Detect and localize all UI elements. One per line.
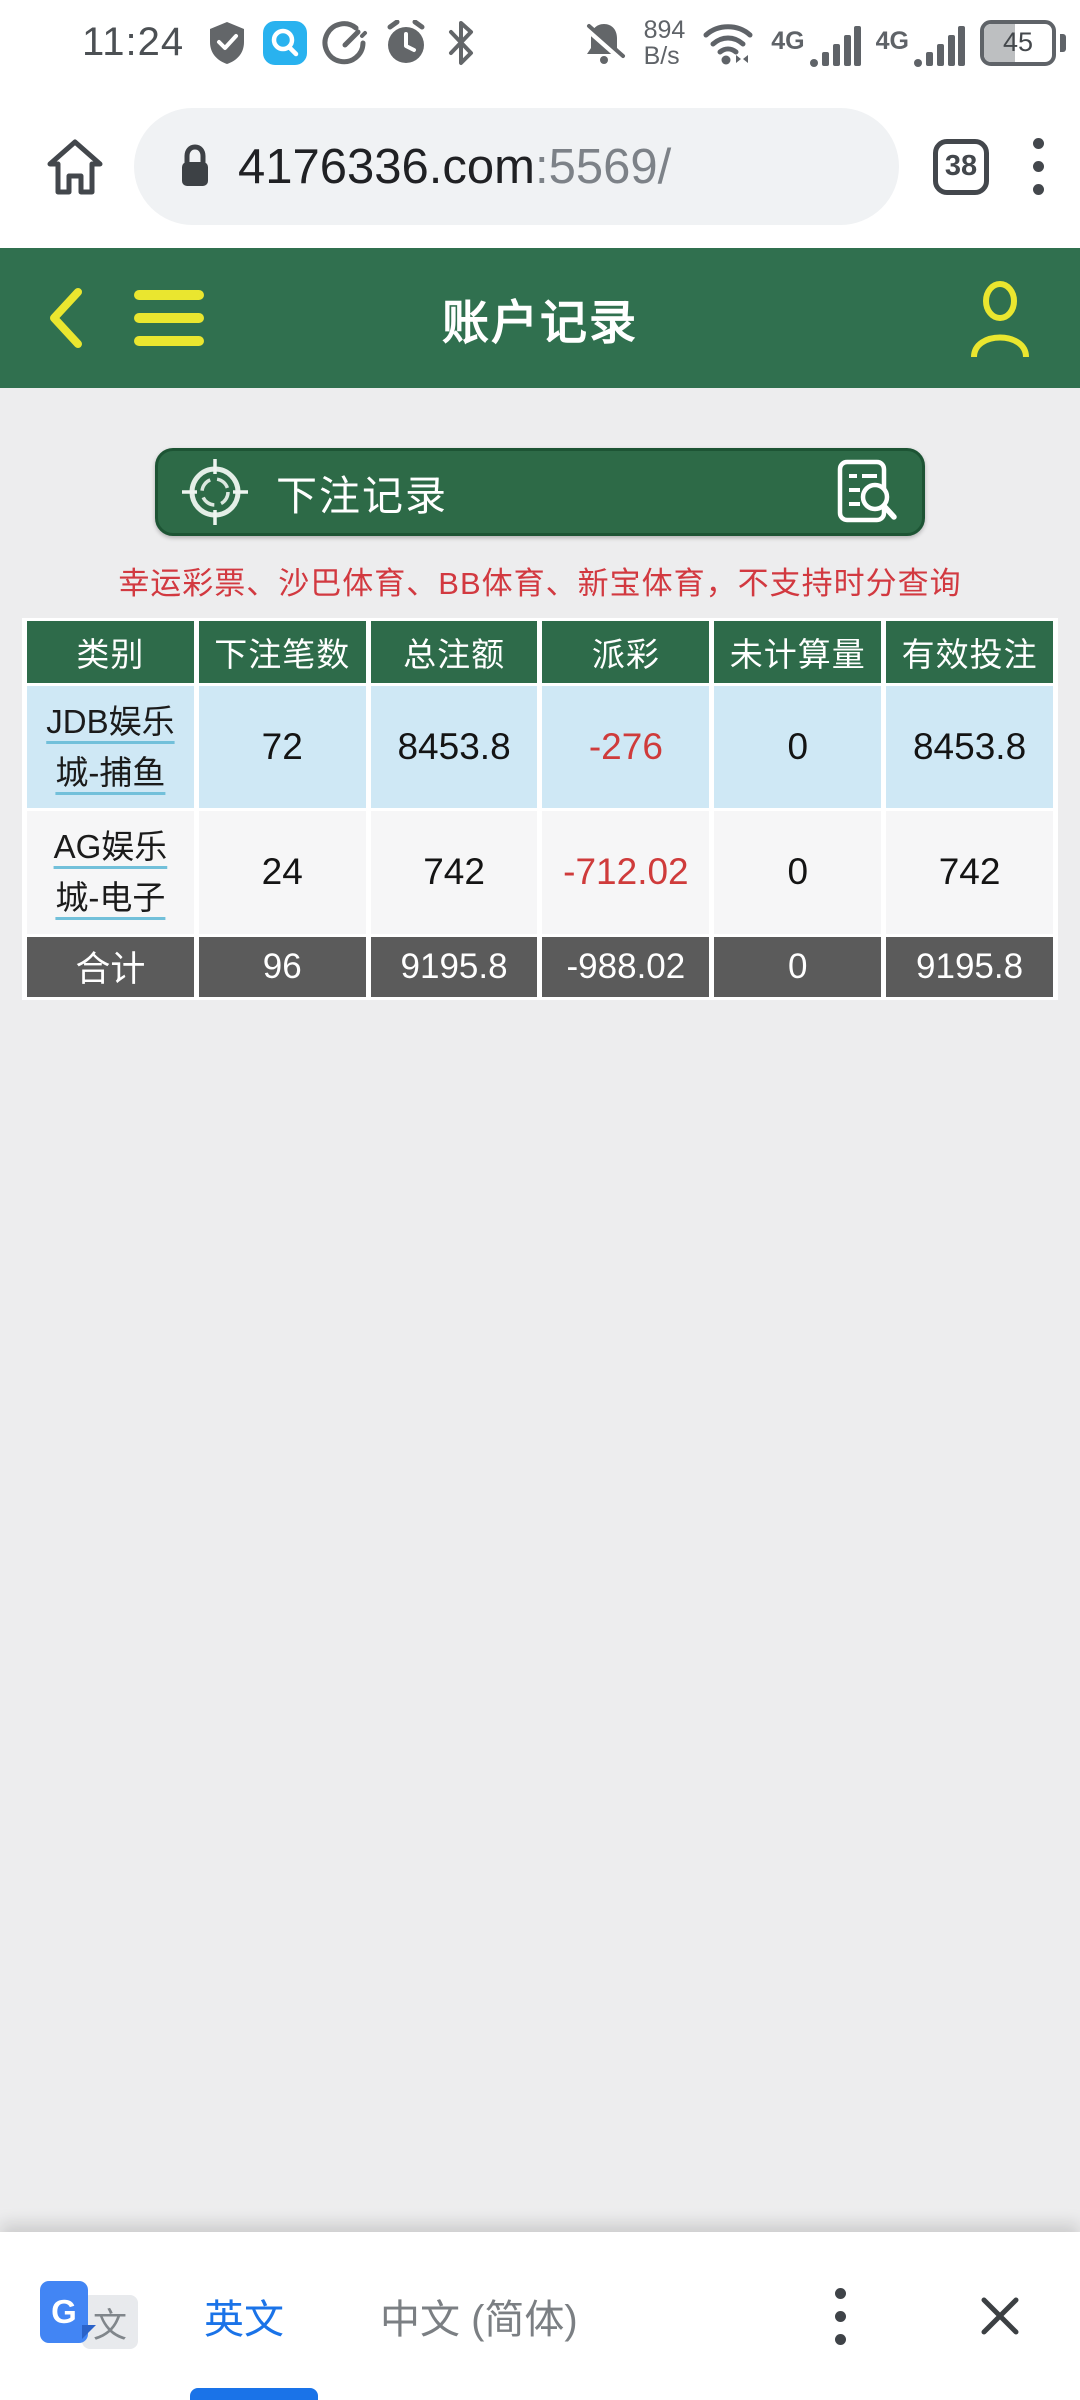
table-row: AG娱乐城-电子 24 742 -712.02 0 742 [27, 811, 1053, 934]
google-translate-icon: 文 G [40, 2281, 140, 2351]
total-label: 合计 [27, 936, 194, 997]
shield-check-icon [206, 20, 248, 66]
cell-valid: 742 [886, 811, 1053, 934]
cell-valid: 8453.8 [886, 686, 1053, 809]
clock-time: 11:24 [82, 20, 185, 64]
total-payout: -988.02 [542, 936, 710, 997]
battery-icon: 45 [980, 19, 1056, 66]
total-stake: 9195.8 [370, 936, 538, 997]
col-valid-bets: 有效投注 [886, 621, 1053, 683]
close-icon[interactable] [976, 2292, 1024, 2340]
cell-payout: -712.02 [542, 811, 710, 934]
hamburger-menu-icon[interactable] [134, 290, 204, 346]
url-text: 4176336.com:5569/ [238, 139, 672, 194]
total-valid: 9195.8 [886, 936, 1053, 997]
browser-menu-button[interactable] [1027, 132, 1050, 201]
crosshair-target-icon [180, 457, 250, 527]
signal-bars-icon: 4G [771, 18, 861, 68]
cell-total: 8453.8 [370, 686, 538, 809]
category-link[interactable]: AG娱乐城-电子 [53, 828, 168, 917]
col-payout: 派彩 [542, 621, 710, 683]
cell-payout: -276 [542, 686, 710, 809]
notifications-muted-icon [579, 18, 629, 68]
translate-source-lang[interactable]: 英文 [204, 2298, 284, 2342]
total-bets: 96 [198, 936, 366, 997]
cell-bets: 24 [198, 811, 366, 934]
signal-bars-icon: 4G [876, 18, 965, 68]
banner-title: 下注记录 [276, 473, 448, 519]
cell-uncounted: 0 [714, 811, 882, 934]
home-button[interactable] [42, 134, 108, 200]
unsupported-games-notice: 幸运彩票、沙巴体育、BB体育、新宝体育，不支持时分查询 [118, 566, 962, 601]
col-total-stake: 总注额 [370, 621, 538, 683]
status-bar: 11:24 894 B/s 4G [0, 0, 1080, 85]
alarm-clock-icon [382, 19, 430, 66]
document-search-icon[interactable] [834, 457, 900, 527]
col-uncounted: 未计算量 [714, 621, 882, 683]
search-app-icon [262, 20, 308, 66]
page-title: 账户记录 [442, 295, 638, 349]
account-person-icon[interactable] [966, 279, 1034, 357]
lock-icon [176, 143, 214, 191]
table-header-row: 类别 下注笔数 总注额 派彩 未计算量 有效投注 [27, 621, 1053, 683]
table-row: JDB娱乐城-捕鱼 72 8453.8 -276 0 8453.8 [27, 686, 1053, 809]
col-category: 类别 [27, 621, 194, 683]
app-header: 账户记录 [0, 248, 1080, 388]
url-bar[interactable]: 4176336.com:5569/ [134, 108, 899, 225]
back-chevron-icon[interactable] [46, 286, 86, 350]
network-speed: 894 B/s [643, 15, 686, 70]
translate-menu-button[interactable] [829, 2282, 852, 2351]
col-bet-count: 下注笔数 [198, 621, 366, 683]
bet-records-table: 类别 下注笔数 总注额 派彩 未计算量 有效投注 JDB娱乐城-捕鱼 72 84… [22, 618, 1058, 1000]
translate-bar: 文 G 英文 中文 (简体) [0, 2232, 1080, 2400]
translate-target-lang[interactable]: 中文 (简体) [380, 2298, 578, 2342]
cell-bets: 72 [198, 686, 366, 809]
category-link[interactable]: JDB娱乐城-捕鱼 [46, 703, 175, 792]
cell-uncounted: 0 [714, 686, 882, 809]
bluetooth-icon [444, 19, 478, 67]
speedometer-icon [322, 20, 368, 66]
tab-switcher-button[interactable]: 38 [933, 138, 989, 195]
cell-total: 742 [370, 811, 538, 934]
table-total-row: 合计 96 9195.8 -988.02 0 9195.8 [27, 936, 1053, 997]
page-content: 下注记录 幸运彩票、沙巴体育、BB体育、新宝体育，不支持时分查询 类别 下注笔数… [0, 388, 1080, 2232]
total-uncounted: 0 [714, 936, 882, 997]
bet-records-banner[interactable]: 下注记录 [155, 448, 925, 536]
browser-toolbar: 4176336.com:5569/ 38 [0, 85, 1080, 248]
wifi-icon [700, 19, 756, 67]
selected-lang-indicator [190, 2388, 318, 2400]
